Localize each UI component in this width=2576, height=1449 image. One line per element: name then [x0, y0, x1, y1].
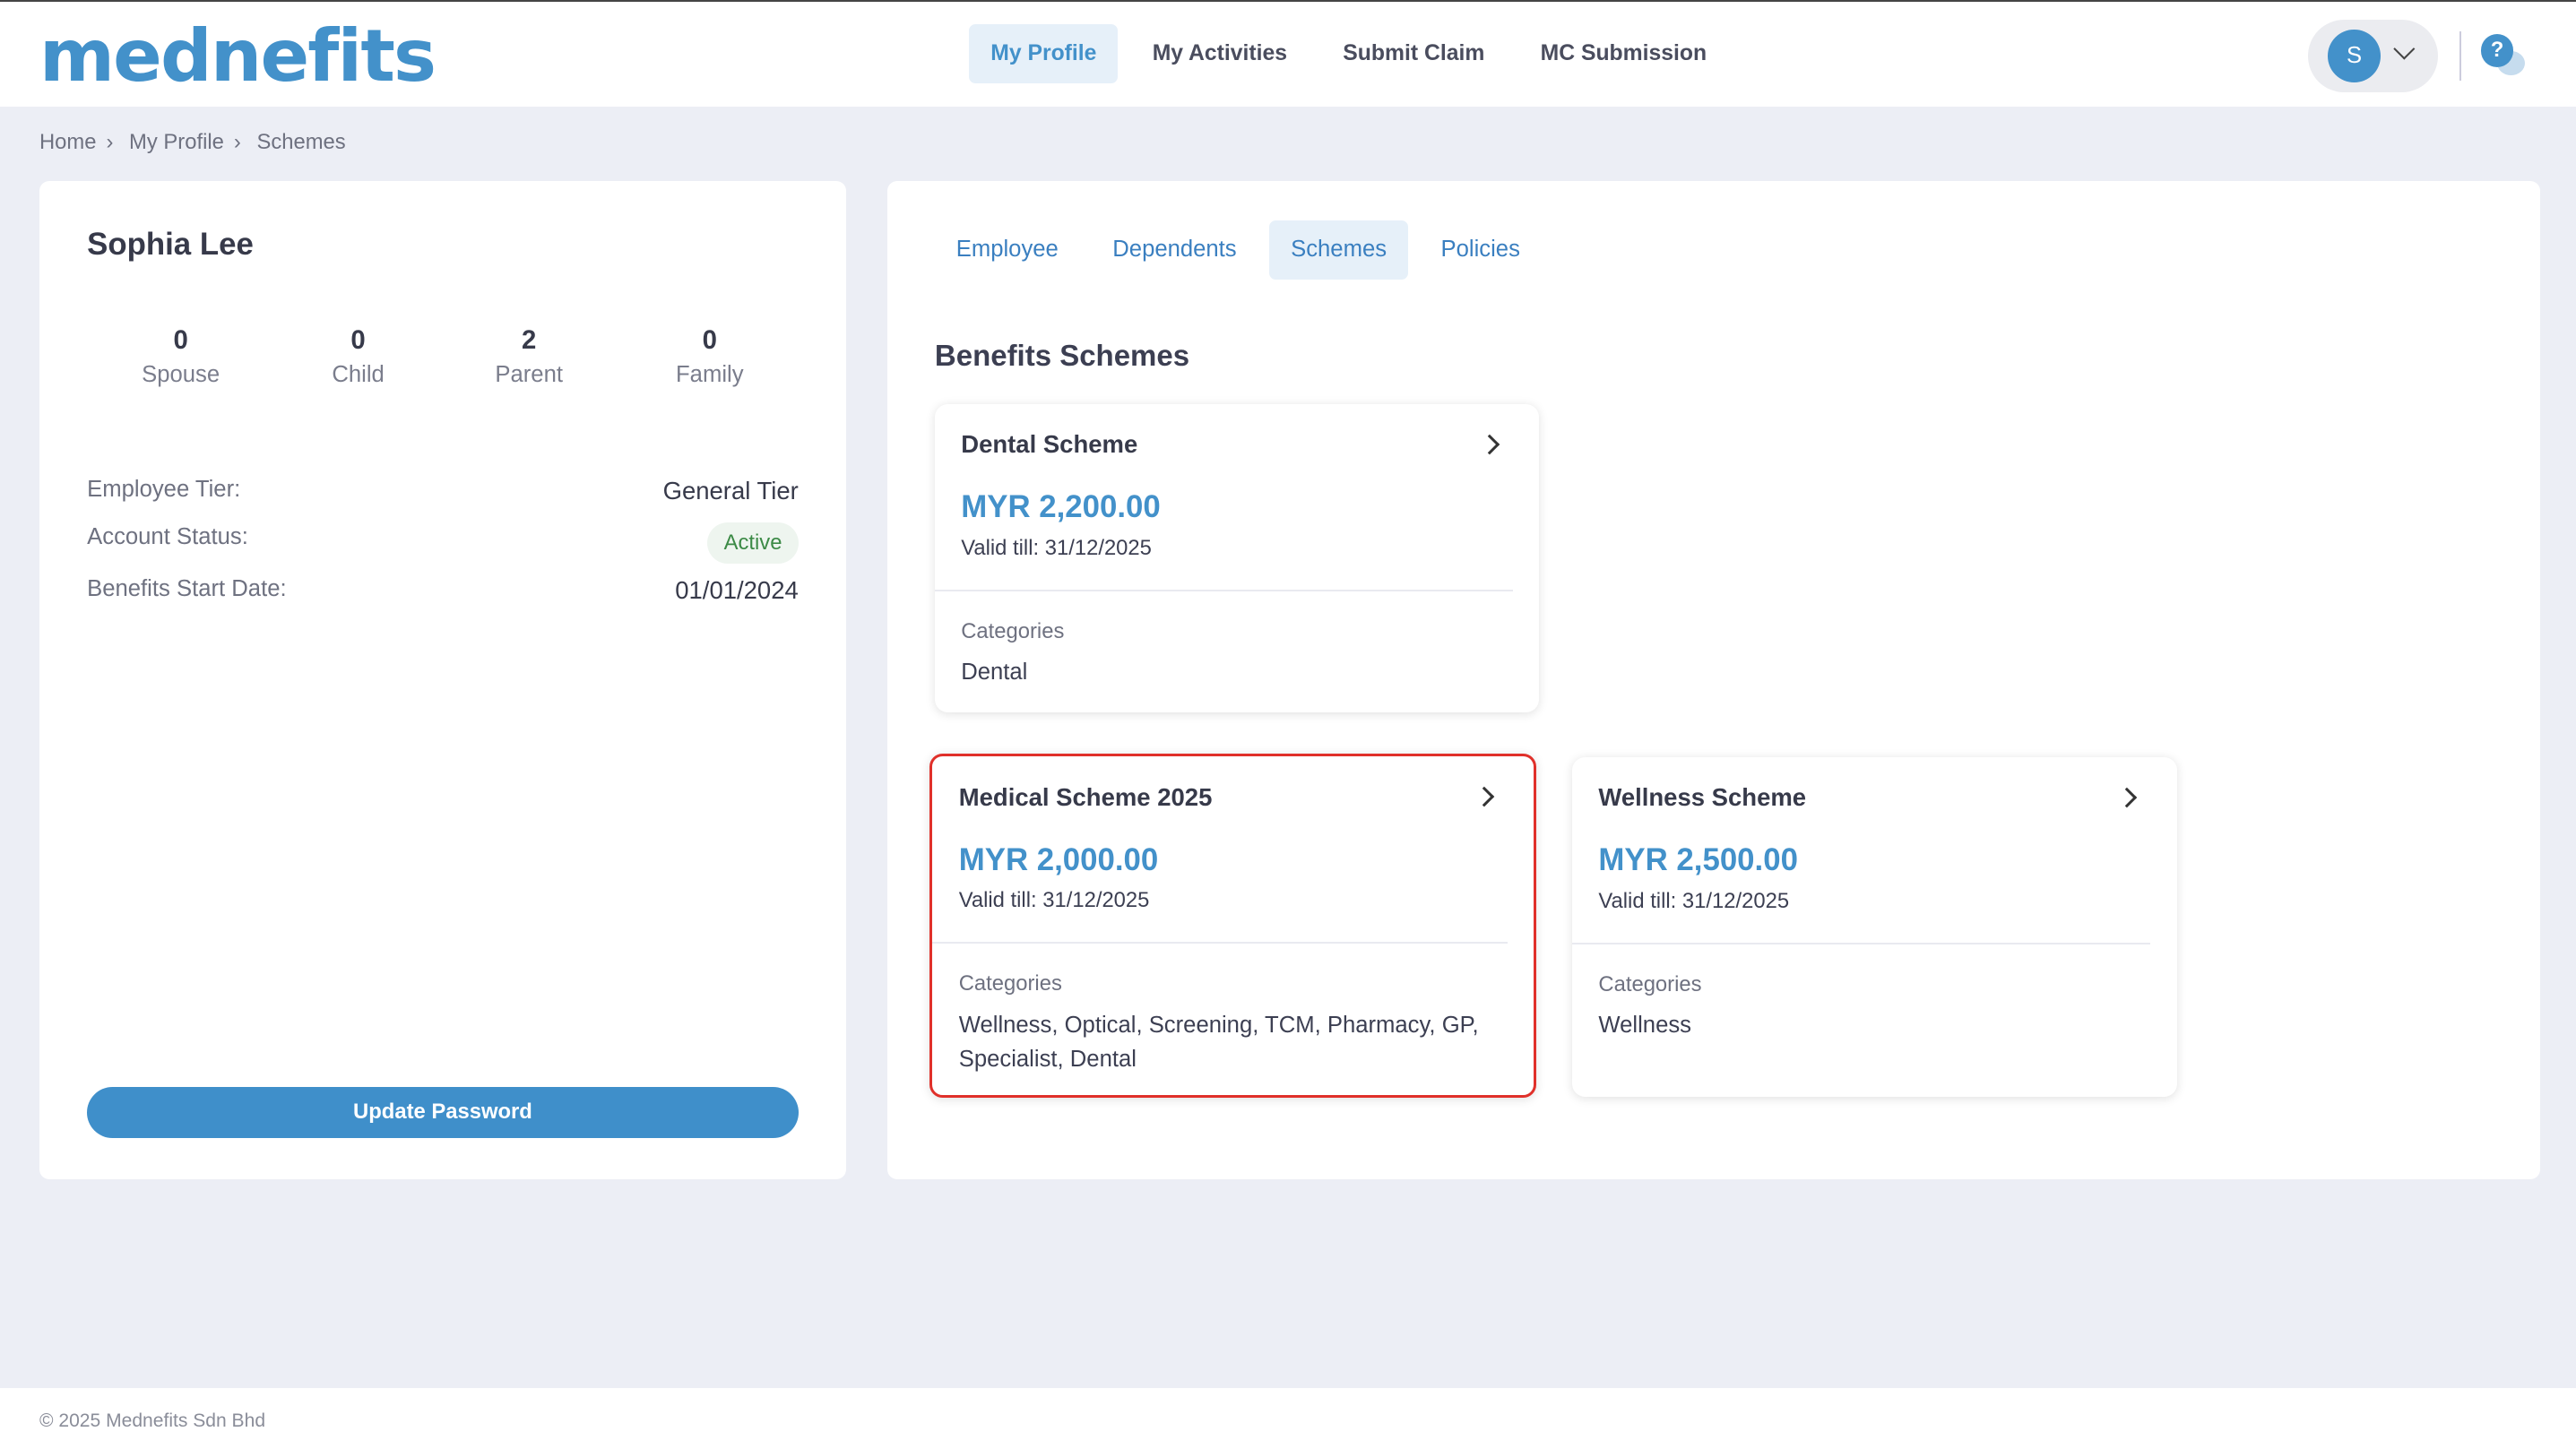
nav-my-activities[interactable]: My Activities — [1152, 41, 1287, 66]
scheme-card-wellness[interactable]: Wellness Scheme MYR 2,500.00 Valid till:… — [1572, 756, 2177, 1098]
avatar: S — [2328, 29, 2381, 82]
chevron-right-icon: › — [106, 129, 114, 154]
scheme-categories: Wellness, Optical, Screening, TCM, Pharm… — [958, 1012, 1479, 1073]
breadcrumb-schemes: Schemes — [256, 129, 346, 154]
scheme-card-dental[interactable]: Dental Scheme MYR 2,200.00 Valid till: 3… — [934, 403, 1540, 713]
scheme-categories: Wellness — [1598, 1013, 1692, 1039]
help-chat-icon[interactable]: ? — [2480, 34, 2514, 68]
stat-value: 0 — [702, 324, 717, 355]
stat-label: Child — [332, 362, 385, 388]
scheme-title: Medical Scheme 2025 — [958, 782, 1213, 811]
divider — [2459, 30, 2461, 81]
tier-value: General Tier — [662, 476, 799, 505]
scheme-amount: MYR 2,000.00 — [958, 841, 1159, 877]
nav-submit-claim[interactable]: Submit Claim — [1343, 41, 1485, 66]
profile-name: Sophia Lee — [87, 226, 254, 262]
chevron-right-icon — [1474, 786, 1494, 807]
status-label: Account Status: — [87, 523, 248, 549]
stat-value: 0 — [173, 324, 188, 355]
scheme-validity: Valid till: 31/12/2025 — [958, 887, 1150, 912]
chevron-right-icon — [1479, 434, 1500, 454]
top-border — [0, 0, 2576, 3]
stat-parent: 2 Parent — [447, 325, 611, 388]
scheme-validity: Valid till: 31/12/2025 — [961, 535, 1152, 560]
stat-label: Parent — [495, 362, 563, 388]
chevron-right-icon: › — [233, 129, 241, 154]
tab-policies[interactable]: Policies — [1440, 236, 1520, 262]
copyright: © 2025 Mednefits Sdn Bhd — [39, 1410, 266, 1432]
breadcrumb-my-profile[interactable]: My Profile — [129, 129, 224, 154]
scheme-card-medical[interactable]: Medical Scheme 2025 MYR 2,000.00 Valid t… — [929, 754, 1537, 1098]
stat-label: Spouse — [142, 362, 220, 388]
categories-label: Categories — [1598, 972, 1702, 997]
start-date-label: Benefits Start Date: — [87, 576, 287, 602]
stat-spouse: 0 Spouse — [99, 325, 263, 388]
header: mednefits My Profile My Activities Submi… — [0, 1, 2576, 108]
status-badge: Active — [707, 522, 799, 565]
divider — [932, 942, 1508, 944]
scheme-title: Dental Scheme — [961, 430, 1138, 459]
schemes-panel: Employee Dependents Schemes Policies Ben… — [886, 180, 2540, 1179]
divider — [934, 589, 1514, 591]
scheme-categories: Dental — [961, 660, 1028, 686]
user-menu[interactable]: S — [2308, 19, 2439, 92]
divider — [1572, 943, 2151, 944]
section-title: Benefits Schemes — [934, 338, 1190, 372]
breadcrumb-home[interactable]: Home — [39, 129, 97, 154]
profile-card: Sophia Lee 0 Spouse 0 Child 2 Parent 0 Famil… — [39, 180, 846, 1179]
scheme-validity: Valid till: 31/12/2025 — [1598, 888, 1790, 913]
stat-family: 0 Family — [627, 325, 791, 388]
scheme-title: Wellness Scheme — [1598, 783, 1807, 812]
footer: © 2025 Mednefits Sdn Bhd — [0, 1387, 2576, 1449]
main-nav: My Profile My Activities Submit Claim MC… — [969, 24, 1741, 84]
update-password-button[interactable]: Update Password — [87, 1087, 799, 1139]
tab-dependents[interactable]: Dependents — [1112, 236, 1237, 262]
stat-label: Family — [676, 362, 744, 388]
breadcrumb: Home › My Profile › Schemes — [39, 130, 356, 155]
profile-tabs: Employee Dependents Schemes Policies — [935, 220, 1553, 280]
nav-my-profile[interactable]: My Profile — [969, 24, 1119, 84]
scheme-amount: MYR 2,500.00 — [1598, 842, 1798, 878]
stat-value: 2 — [522, 324, 537, 355]
tab-schemes[interactable]: Schemes — [1269, 220, 1408, 280]
categories-label: Categories — [958, 971, 1062, 996]
nav-mc-submission[interactable]: MC Submission — [1540, 41, 1707, 66]
categories-label: Categories — [961, 618, 1065, 643]
logo[interactable]: mednefits — [39, 14, 437, 99]
chevron-down-icon — [2393, 38, 2416, 59]
chevron-right-icon — [2116, 787, 2138, 807]
scheme-amount: MYR 2,200.00 — [961, 489, 1161, 525]
stat-child: 0 Child — [276, 325, 440, 388]
start-date-value: 01/01/2024 — [675, 576, 799, 605]
stat-value: 0 — [350, 324, 366, 355]
tab-employee[interactable]: Employee — [955, 236, 1059, 262]
tier-label: Employee Tier: — [87, 476, 241, 502]
